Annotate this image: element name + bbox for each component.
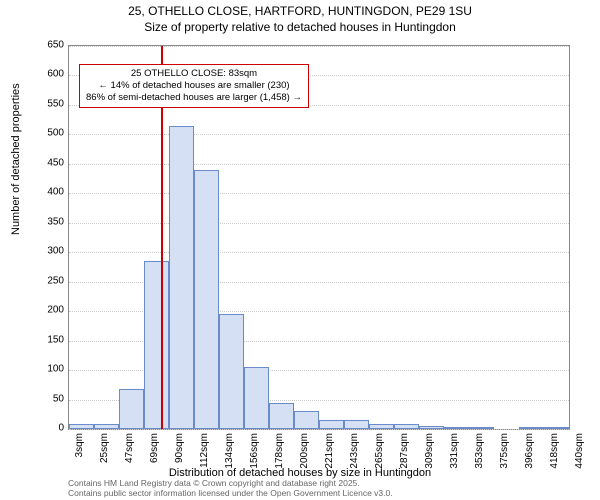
footer-line-1: Contains HM Land Registry data © Crown c… (68, 478, 393, 488)
ytick-label: 0 (34, 423, 64, 434)
xtick-label: 90sqm (174, 433, 185, 469)
title-line-2: Size of property relative to detached ho… (0, 20, 600, 36)
xtick-label: 309sqm (424, 433, 435, 469)
ytick-label: 150 (34, 334, 64, 345)
plot-area: 25 OTHELLO CLOSE: 83sqm← 14% of detached… (68, 45, 570, 430)
xtick-label: 396sqm (524, 433, 535, 469)
histogram-bar (469, 427, 494, 429)
ytick-label: 600 (34, 69, 64, 80)
histogram-bar (144, 261, 169, 429)
chart-footer: Contains HM Land Registry data © Crown c… (68, 478, 393, 498)
histogram-bar (544, 427, 569, 429)
histogram-bar (319, 420, 344, 429)
histogram-bar (244, 367, 269, 429)
xtick-label: 134sqm (224, 433, 235, 469)
histogram-bar (94, 424, 119, 429)
xtick-label: 221sqm (324, 433, 335, 469)
gridline (69, 252, 569, 253)
ytick-label: 650 (34, 40, 64, 51)
histogram-bar (294, 411, 319, 429)
gridline (69, 193, 569, 194)
xtick-label: 178sqm (274, 433, 285, 469)
histogram-bar (119, 389, 144, 429)
ytick-label: 50 (34, 393, 64, 404)
ytick-label: 400 (34, 187, 64, 198)
gridline (69, 429, 569, 430)
xtick-label: 69sqm (149, 433, 160, 469)
xtick-label: 25sqm (99, 433, 110, 469)
xtick-label: 200sqm (299, 433, 310, 469)
xtick-label: 440sqm (574, 433, 585, 469)
xtick-label: 265sqm (374, 433, 385, 469)
xtick-label: 243sqm (349, 433, 360, 469)
xtick-label: 47sqm (124, 433, 135, 469)
annotation-line-2: ← 14% of detached houses are smaller (23… (86, 80, 302, 92)
xtick-label: 112sqm (199, 433, 210, 469)
ytick-label: 500 (34, 128, 64, 139)
xtick-label: 375sqm (499, 433, 510, 469)
xtick-label: 418sqm (549, 433, 560, 469)
histogram-bar (269, 403, 294, 430)
ytick-label: 450 (34, 157, 64, 168)
histogram-bar (519, 427, 544, 429)
xtick-label: 331sqm (449, 433, 460, 469)
histogram-bar (394, 424, 419, 429)
gridline (69, 164, 569, 165)
histogram-bar (219, 314, 244, 429)
xtick-label: 156sqm (249, 433, 260, 469)
histogram-bar (344, 420, 369, 429)
chart-container: 25, OTHELLO CLOSE, HARTFORD, HUNTINGDON,… (0, 0, 600, 500)
ytick-label: 550 (34, 98, 64, 109)
ytick-label: 350 (34, 216, 64, 227)
ytick-label: 250 (34, 275, 64, 286)
histogram-bar (419, 426, 444, 429)
xtick-label: 287sqm (399, 433, 410, 469)
ytick-label: 200 (34, 305, 64, 316)
ytick-label: 300 (34, 246, 64, 257)
title-line-1: 25, OTHELLO CLOSE, HARTFORD, HUNTINGDON,… (0, 4, 600, 20)
histogram-bar (369, 424, 394, 429)
annotation-box: 25 OTHELLO CLOSE: 83sqm← 14% of detached… (79, 64, 309, 108)
histogram-bar (169, 126, 194, 429)
histogram-bar (444, 427, 469, 429)
annotation-line-1: 25 OTHELLO CLOSE: 83sqm (86, 68, 302, 80)
gridline (69, 223, 569, 224)
ytick-label: 100 (34, 364, 64, 375)
histogram-bar (194, 170, 219, 429)
footer-line-2: Contains public sector information licen… (68, 488, 393, 498)
y-axis-label: Number of detached properties (10, 83, 22, 235)
xtick-label: 353sqm (474, 433, 485, 469)
xtick-label: 3sqm (74, 433, 85, 469)
chart-title: 25, OTHELLO CLOSE, HARTFORD, HUNTINGDON,… (0, 4, 600, 35)
gridline (69, 46, 569, 47)
gridline (69, 134, 569, 135)
histogram-bar (69, 424, 94, 429)
annotation-line-3: 86% of semi-detached houses are larger (… (86, 92, 302, 104)
